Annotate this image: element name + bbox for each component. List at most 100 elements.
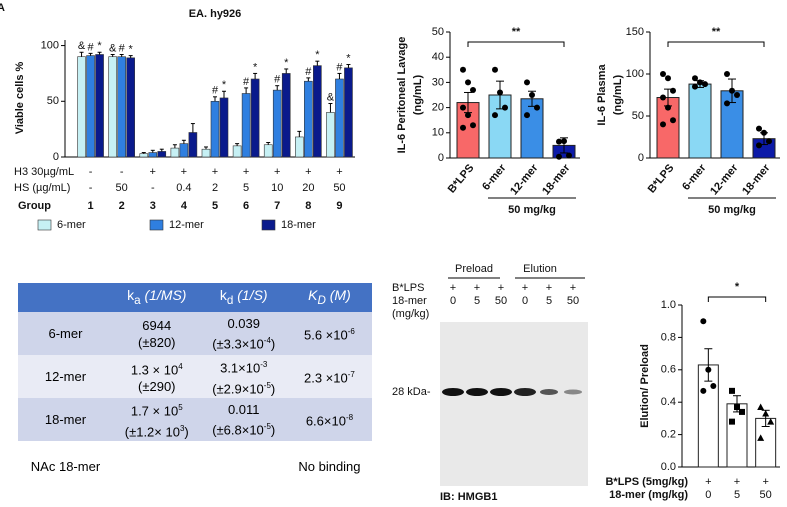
significance-marker: & — [78, 40, 86, 52]
condition-value: 10 — [271, 182, 283, 194]
bar — [295, 136, 304, 158]
cell-sup: 5 — [178, 403, 183, 413]
header-cell: ka (1/MS) — [112, 283, 201, 312]
significance-label: ** — [712, 26, 721, 38]
header-row: ka (1/MS) kd (1/S) KD (M) — [18, 283, 372, 312]
y-tick-label: 150 — [626, 26, 644, 38]
table-cell: 3.1×10-3 (±2.9×10-5) — [200, 355, 287, 398]
condition-value: + — [181, 166, 187, 178]
cell-line: 1.3 × 104 — [113, 358, 201, 378]
table-cell: 0.039 (±3.3×10-4) — [200, 312, 287, 355]
x-tick-label: 1 — [87, 200, 93, 212]
significance-marker: * — [97, 40, 102, 52]
table-row: 12-mer 1.3 × 104 (±290) 3.1×10-3 (±2.9×10-5)… — [18, 355, 372, 398]
y-tick-label: 1.0 — [661, 299, 676, 311]
bar — [201, 148, 211, 158]
cell-text: ) — [270, 336, 276, 352]
band — [540, 389, 558, 395]
y-tick-label: 0.6 — [661, 364, 676, 376]
cell-line: 1.7 × 105 — [113, 399, 201, 419]
x-tick-label: 12-mer — [508, 162, 541, 198]
significance-marker: & — [109, 42, 117, 54]
cell-text: ) — [270, 380, 276, 396]
blot-marker: 28 kDa- — [392, 386, 431, 398]
point — [465, 112, 471, 119]
point — [524, 112, 530, 119]
condition-value: + — [305, 166, 311, 178]
significance-label: * — [735, 281, 740, 293]
bar — [95, 54, 104, 158]
point — [757, 434, 765, 441]
significance-marker: # — [243, 76, 250, 88]
blot-lane-label: + — [450, 282, 456, 294]
point — [561, 138, 567, 145]
condition-value: - — [120, 166, 124, 178]
point — [556, 153, 562, 160]
x-tick-label: 5 — [212, 200, 218, 212]
bar — [272, 89, 282, 158]
chart-title: EA. hy926 — [189, 8, 242, 20]
blot-lane-label: + — [498, 282, 504, 294]
point — [757, 403, 765, 411]
point — [660, 121, 666, 128]
header-cell: kd (1/S) — [200, 283, 287, 312]
bar — [263, 144, 273, 158]
cell-text: 0.039 — [227, 315, 260, 331]
point — [529, 92, 535, 98]
point — [670, 87, 676, 94]
significance-marker: # — [336, 61, 343, 73]
blot-group: Elution — [523, 263, 557, 275]
blot-lane-label: + — [570, 282, 576, 294]
blot-antibody: IB: HMGB1 — [440, 491, 497, 503]
legend-label: 6-mer — [57, 219, 86, 231]
condition-label: B*LPS (5mg/kg) — [605, 476, 688, 488]
cell-line: 2.3 ×10-7 — [287, 366, 372, 386]
cell-text: (±3.3×10 — [212, 336, 264, 352]
significance-bracket — [667, 41, 765, 47]
condition-value: + — [274, 166, 280, 178]
cell-text: No binding — [298, 458, 361, 474]
y-tick-label: 0 — [53, 151, 59, 163]
bar — [313, 65, 322, 158]
blot-lane-label: 50 — [495, 295, 507, 307]
cell-line: (±820) — [113, 334, 201, 351]
y-tick-label: 40 — [432, 51, 444, 63]
blot-lane-label: 0 — [522, 295, 528, 307]
condition-value: - — [151, 182, 155, 194]
cell-line: (±6.8×10-5) — [201, 418, 287, 438]
group-label: 50 mg/kg — [508, 204, 556, 216]
condition-value: 5 — [734, 489, 740, 501]
y-tick-label: 0 — [438, 152, 444, 164]
cell-sup: -7 — [347, 370, 355, 380]
significance-marker: # — [305, 66, 312, 78]
point — [465, 79, 471, 86]
cell-line: 5.6 ×10-6 — [287, 323, 372, 343]
legend-swatch — [149, 219, 164, 231]
condition-value: + — [150, 166, 156, 178]
cell-text: (±1.2× 10 — [124, 423, 180, 439]
point — [502, 104, 508, 111]
point — [660, 94, 666, 101]
cell-line: 0.039 — [201, 315, 287, 332]
condition-value: 50 — [333, 182, 345, 194]
bar — [219, 97, 229, 158]
condition-value: 50 — [760, 489, 772, 501]
point — [460, 124, 466, 131]
significance-marker: * — [315, 49, 320, 61]
point — [710, 383, 717, 389]
y-tick-label: 0.0 — [661, 461, 676, 473]
blot-row-label: B*LPS — [392, 282, 424, 294]
table-row: 6-mer 6944 (±820) 0.039 (±3.3×10-4) 5.6 ×10-6 — [18, 312, 372, 355]
cell-line: 0.011 — [201, 401, 287, 418]
significance-marker: * — [346, 52, 351, 64]
cell-text: ) — [270, 422, 276, 438]
legend-label: 12-mer — [169, 219, 204, 231]
point — [556, 138, 562, 145]
x-tick-label: 8 — [305, 200, 311, 212]
blot-lane-label: 5 — [546, 295, 552, 307]
y-tick-label: 10 — [432, 127, 444, 139]
cell-line: (±290) — [113, 378, 201, 395]
bar — [241, 93, 251, 158]
group-label: 50 mg/kg — [708, 204, 756, 216]
x-tick-label: 6-mer — [680, 162, 709, 193]
